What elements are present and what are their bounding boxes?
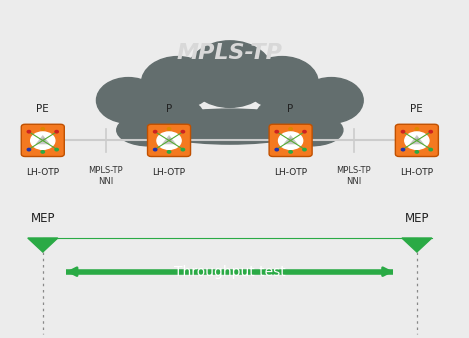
Circle shape: [303, 130, 306, 133]
Text: MPLS-TP
NNI: MPLS-TP NNI: [336, 166, 371, 186]
Circle shape: [30, 132, 55, 149]
Circle shape: [181, 148, 185, 151]
Circle shape: [55, 148, 58, 151]
Text: MPLS-TP
NNI: MPLS-TP NNI: [89, 166, 123, 186]
FancyBboxPatch shape: [395, 124, 439, 156]
Ellipse shape: [186, 41, 273, 107]
Circle shape: [289, 151, 292, 153]
Ellipse shape: [117, 114, 181, 146]
Circle shape: [429, 130, 432, 133]
Polygon shape: [409, 135, 424, 144]
Circle shape: [275, 148, 279, 151]
Text: ✱: ✱: [40, 139, 45, 143]
Circle shape: [405, 132, 429, 149]
Circle shape: [279, 132, 303, 149]
Text: ✱: ✱: [414, 139, 419, 143]
Text: P: P: [287, 104, 294, 114]
Circle shape: [153, 148, 157, 151]
Circle shape: [167, 128, 171, 130]
Circle shape: [157, 132, 181, 149]
Circle shape: [181, 130, 185, 133]
Text: LH-OTP: LH-OTP: [401, 168, 433, 177]
FancyBboxPatch shape: [148, 124, 190, 156]
Circle shape: [153, 130, 157, 133]
Text: MEP: MEP: [30, 212, 55, 224]
Text: MPLS-TP: MPLS-TP: [177, 43, 283, 63]
Text: LH-OTP: LH-OTP: [274, 168, 307, 177]
Polygon shape: [402, 238, 432, 252]
Circle shape: [55, 130, 58, 133]
Ellipse shape: [97, 78, 160, 123]
Text: P: P: [166, 104, 172, 114]
Ellipse shape: [141, 56, 214, 109]
Text: LH-OTP: LH-OTP: [26, 168, 59, 177]
FancyBboxPatch shape: [269, 124, 312, 156]
Ellipse shape: [279, 114, 343, 146]
Circle shape: [401, 148, 405, 151]
Text: ✱: ✱: [166, 139, 172, 143]
Text: MEP: MEP: [405, 212, 429, 224]
Polygon shape: [162, 135, 176, 144]
Circle shape: [429, 148, 432, 151]
Circle shape: [27, 148, 30, 151]
Polygon shape: [35, 135, 50, 144]
Ellipse shape: [246, 56, 318, 109]
Circle shape: [415, 151, 418, 153]
Circle shape: [27, 130, 30, 133]
Circle shape: [41, 151, 45, 153]
Circle shape: [167, 151, 171, 153]
FancyBboxPatch shape: [21, 124, 64, 156]
Text: ✱: ✱: [288, 139, 293, 143]
Circle shape: [401, 130, 405, 133]
Ellipse shape: [140, 97, 204, 135]
Ellipse shape: [299, 78, 363, 123]
Text: PE: PE: [410, 104, 423, 114]
Text: LH-OTP: LH-OTP: [152, 168, 186, 177]
Circle shape: [289, 128, 292, 130]
Circle shape: [303, 148, 306, 151]
Polygon shape: [28, 238, 58, 252]
Text: PE: PE: [37, 104, 49, 114]
Circle shape: [275, 130, 279, 133]
Polygon shape: [283, 135, 298, 144]
Text: Throughput test: Throughput test: [174, 265, 286, 279]
Circle shape: [41, 128, 45, 130]
Ellipse shape: [256, 97, 320, 135]
Ellipse shape: [146, 109, 314, 144]
Circle shape: [415, 128, 418, 130]
